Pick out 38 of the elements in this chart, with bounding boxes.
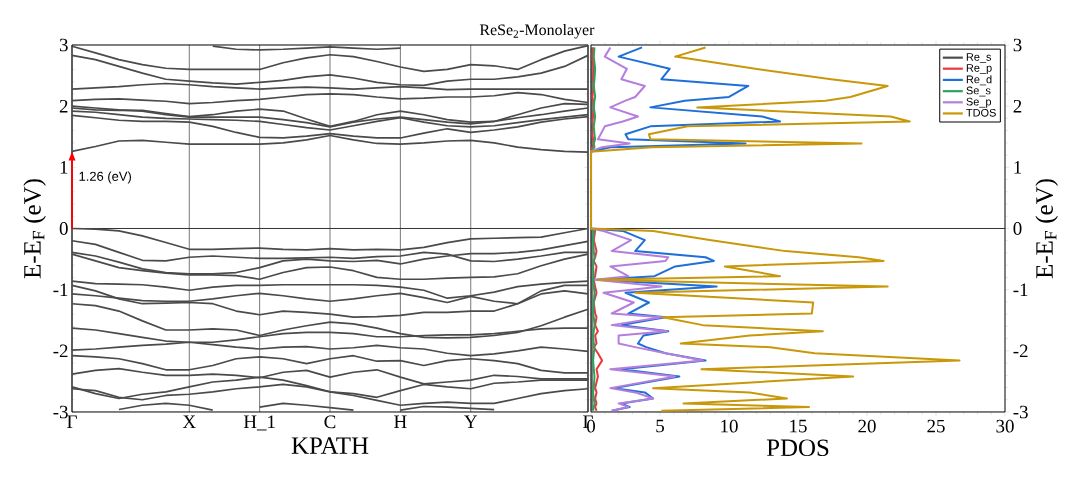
x-tick-label: 20 — [858, 419, 876, 433]
x-tick-label: 10 — [721, 419, 738, 433]
x-tick-label: H_1 — [243, 415, 275, 431]
y-tick-label: 3 — [59, 38, 68, 52]
chart-title: ReSe$_{2}$-Monolayer — [479, 23, 595, 39]
legend-label: TDOS — [966, 108, 996, 117]
y-tick-label: 2 — [1013, 99, 1022, 113]
y-tick-label: 1 — [60, 161, 68, 174]
y-tick-label: -1 — [1013, 283, 1028, 296]
annotation: 1.26 (eV) — [79, 171, 131, 184]
x-tick-label: Y — [464, 415, 478, 428]
y-tick-label: -2 — [53, 344, 68, 358]
legend-label: Re_d — [966, 75, 992, 86]
x-tick-label: 15 — [790, 419, 807, 433]
x-tick-label: 5 — [656, 419, 664, 433]
y-tick-label: 2 — [59, 99, 68, 113]
x-tick-label: H — [394, 415, 407, 428]
y-axis-title: E-E$_{F}$ (eV) — [23, 179, 46, 279]
y-axis-title: E-E$_{F}$ (eV) — [1035, 179, 1058, 279]
y-tick-label: -3 — [53, 405, 68, 419]
y-tick-label: 0 — [59, 222, 68, 235]
y-tick-label: -3 — [1013, 405, 1028, 419]
legend-label: Re_p — [966, 64, 992, 74]
x-tick-label: 25 — [927, 419, 945, 433]
x-tick-label: Γ — [67, 415, 77, 428]
x-axis-title: KPATH — [291, 437, 369, 454]
legend-label: Se_p — [966, 97, 992, 108]
x-tick-label: C — [324, 415, 336, 429]
y-tick-label: 3 — [1013, 38, 1022, 52]
x-tick-label: 30 — [996, 419, 1014, 433]
y-tick-label: 0 — [1013, 222, 1022, 235]
x-axis-title: PDOS — [766, 439, 829, 457]
x-tick-label: X — [182, 415, 196, 428]
legend-label: Re_s — [966, 53, 992, 63]
legend-label: Se_s — [966, 86, 991, 97]
y-tick-label: 1 — [1014, 161, 1022, 174]
y-tick-label: -1 — [53, 283, 68, 296]
y-tick-label: -2 — [1013, 344, 1028, 358]
